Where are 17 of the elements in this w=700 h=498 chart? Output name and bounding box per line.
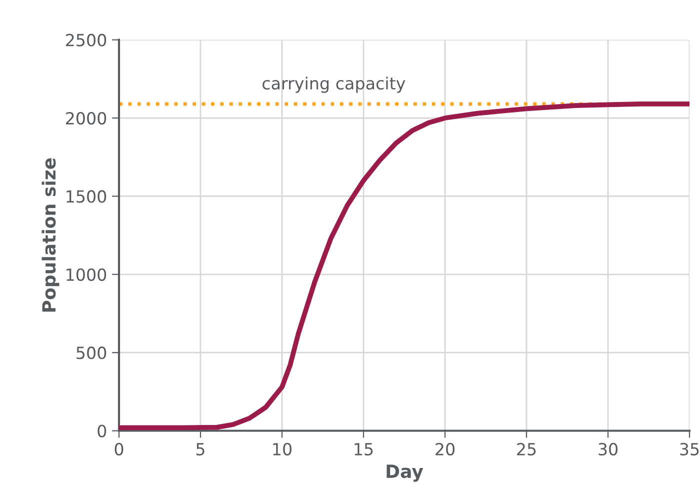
y-tick-label: 2500 [66,34,106,46]
x-tick-label: 25 [517,442,536,456]
x-tick-label: 0 [114,442,124,456]
y-axis-title: Population size [42,158,60,312]
y-tick-label: 0 [98,424,106,438]
y-tick-label: 2000 [66,112,106,125]
x-tick-label: 20 [436,442,454,456]
x-tick-label: 10 [273,442,292,456]
y-tick-label: 1000 [66,268,106,281]
x-tick-label: 15 [354,443,373,456]
y-tick-label: 500 [76,346,106,360]
x-tick-label: 35 [680,442,699,456]
ref-line-label: carrying capacity [262,76,406,93]
x-tick-label: 5 [196,443,204,456]
x-tick-label: 30 [598,442,618,456]
y-tick-label: 1500 [66,190,106,203]
x-axis-title: Day [386,464,424,482]
